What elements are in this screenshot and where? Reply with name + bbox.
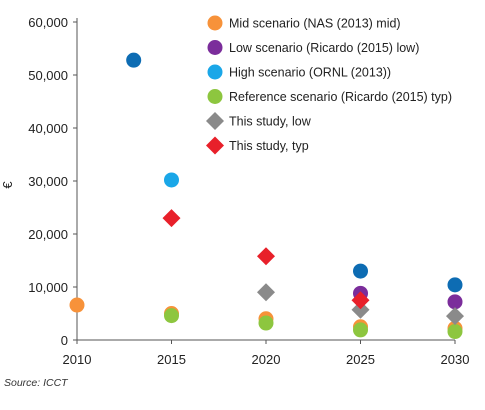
data-point-this-study-low (257, 283, 275, 302)
y-tick-labels: 0 10,000 20,000 30,000 40,000 50,000 60,000 (28, 15, 68, 348)
axes (73, 18, 456, 344)
y-axis-label: € (0, 181, 15, 189)
data-point-reference-scenario-ricardo-2015-typ (258, 315, 274, 331)
data-point-mid-scenario-nas-2013-mid (69, 297, 85, 313)
y-tick-label: 40,000 (28, 121, 68, 136)
data-point-this-study-typ (257, 247, 275, 266)
y-tick-label: 60,000 (28, 15, 68, 30)
data-point-reference-scenario-ricardo-2015-typ (353, 322, 368, 338)
legend-marker (207, 89, 223, 104)
legend: Mid scenario (NAS (2013) mid) Low scenari… (206, 15, 452, 155)
legend-label: Mid scenario (NAS (2013) mid) (229, 17, 401, 31)
x-tick-label: 2010 (63, 352, 92, 367)
x-tick-label: 2020 (252, 352, 281, 367)
y-tick-label: 10,000 (28, 280, 68, 295)
source-note: Source: ICCT (4, 377, 68, 389)
data-marks (69, 52, 464, 340)
data-point-this-study-typ (351, 291, 370, 310)
legend-marker (207, 40, 223, 55)
y-tick-label: 30,000 (28, 174, 68, 189)
legend-label: High scenario (ORNL (2013)) (229, 66, 391, 80)
data-point-reference-scenario-ricardo-2015-typ (164, 308, 179, 324)
legend-label: This study, typ (229, 139, 309, 153)
legend-label: Reference scenario (Ricardo (2015) typ) (229, 90, 452, 104)
data-point-this-study-typ (162, 209, 181, 228)
x-tick-label: 2015 (157, 352, 186, 367)
legend-marker (206, 136, 224, 155)
legend-marker (207, 15, 223, 31)
x-tick-label: 2030 (441, 352, 470, 367)
data-point-high-scenario-ornl-2013 (164, 172, 179, 188)
data-point-unlabeled-series (353, 263, 368, 279)
x-tick-label: 2025 (346, 352, 375, 367)
data-point-reference-scenario-ricardo-2015-typ (447, 324, 463, 340)
legend-marker (207, 64, 223, 80)
y-tick-label: 20,000 (28, 227, 68, 242)
y-tick-label: 50,000 (28, 68, 68, 83)
legend-label: This study, low (229, 115, 312, 129)
legend-marker (206, 112, 224, 130)
data-point-unlabeled-series (447, 277, 463, 293)
data-point-low-scenario-ricardo-2015-low (447, 294, 463, 310)
x-tick-labels: 2010 2015 2020 2025 2030 (63, 352, 470, 367)
y-tick-label: 0 (61, 333, 68, 348)
data-point-this-study-low (351, 300, 370, 319)
data-point-unlabeled-series (126, 52, 142, 68)
data-point-this-study-low (446, 307, 464, 326)
legend-label: Low scenario (Ricardo (2015) low) (229, 41, 419, 55)
